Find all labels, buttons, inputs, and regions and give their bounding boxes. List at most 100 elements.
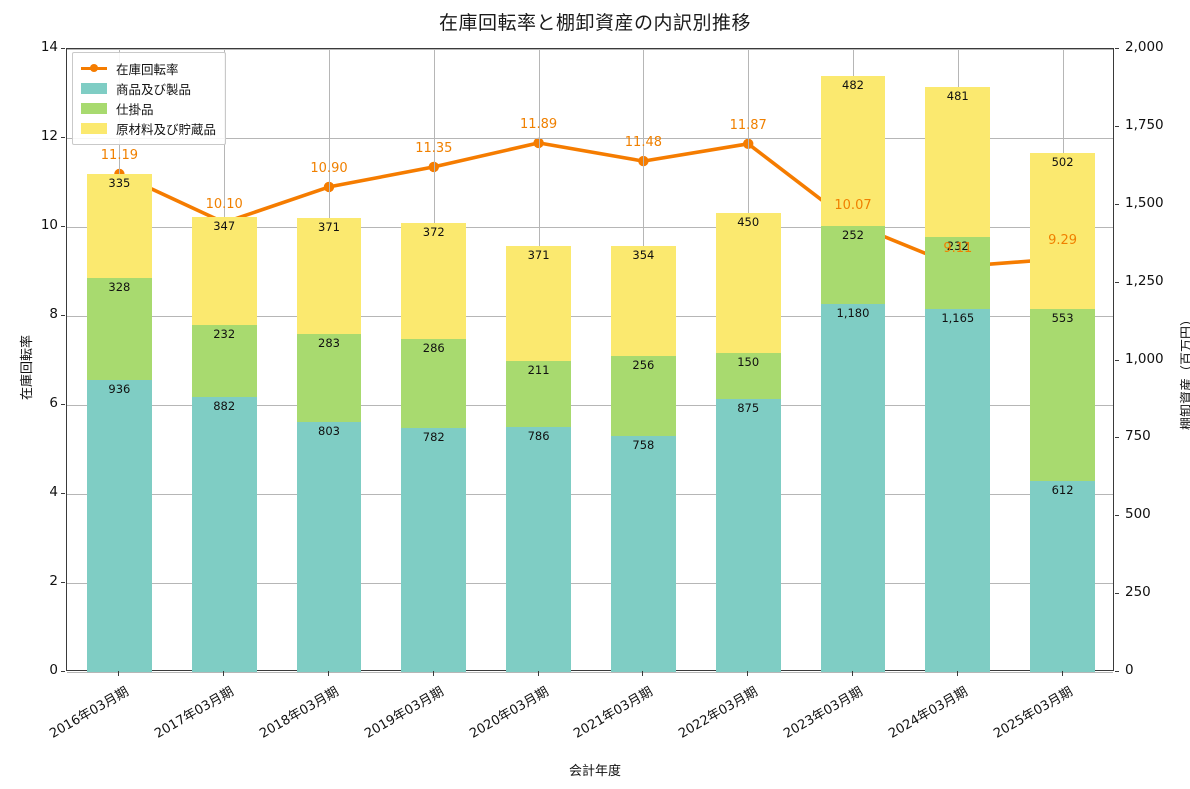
bar-segment[interactable]: 335	[86, 173, 152, 279]
bar-segment[interactable]: 936	[86, 380, 152, 672]
legend-label: 原材料及び貯蔵品	[116, 121, 217, 137]
bar-segment[interactable]: 803	[296, 421, 362, 672]
bar-segment-label: 1,180	[836, 306, 870, 321]
x-axis-tickmark	[747, 671, 749, 676]
bar-segment-label: 150	[737, 354, 760, 369]
bar-segment[interactable]: 371	[296, 218, 362, 334]
y-axis-left-tick-label: 6	[49, 395, 58, 411]
bar-segment-label: 612	[1051, 483, 1074, 498]
bar-segment[interactable]: 286	[401, 339, 467, 429]
legend-item-merchandise[interactable]: 商品及び製品	[81, 78, 216, 98]
bar-segment[interactable]: 256	[610, 356, 676, 436]
y-axis-right-tickmark	[1115, 593, 1119, 595]
bar-segment[interactable]: 232	[191, 324, 257, 398]
x-axis-tick-label: 2019年03月期	[362, 684, 447, 742]
bar-segment[interactable]: 758	[610, 435, 676, 672]
y-axis-right-tick-label: 500	[1125, 506, 1151, 523]
legend-label: 商品及び製品	[116, 81, 192, 97]
bar-segment[interactable]: 481	[925, 87, 991, 237]
bar-segment[interactable]: 502	[1030, 152, 1096, 310]
x-axis-tickmark	[328, 671, 329, 676]
x-axis-tickmark	[642, 671, 644, 676]
y-axis-right-tick-label: 750	[1125, 428, 1151, 445]
y-axis-right-tick-label: 1,250	[1125, 272, 1164, 289]
bar-segment[interactable]: 150	[715, 352, 781, 400]
bar-segment[interactable]: 211	[506, 361, 572, 428]
bar-segment-label: 786	[527, 429, 550, 444]
y-axis-right-tick-label: 1,000	[1125, 350, 1164, 367]
bar-segment[interactable]: 1,165	[925, 309, 991, 672]
line-point-label: 11.48	[624, 135, 662, 151]
x-axis-tickmark	[956, 671, 958, 676]
bar-segment[interactable]: 782	[401, 428, 467, 672]
y-axis-left-tickmark	[61, 671, 65, 672]
y-axis-right-tickmark	[1115, 48, 1119, 49]
bar-segment[interactable]: 612	[1030, 481, 1096, 672]
bar-segment-label: 481	[946, 89, 969, 103]
line-point-label: 11.19	[100, 148, 138, 164]
x-axis-tickmark	[223, 671, 225, 676]
bar-segment-label: 553	[1051, 311, 1074, 326]
bar-segment-label: 252	[842, 227, 864, 242]
bar-segment[interactable]: 371	[506, 245, 572, 362]
x-axis-tick-label: 2021年03月期	[571, 684, 656, 742]
bar-segment[interactable]: 347	[191, 216, 257, 325]
x-axis-tickmark	[118, 671, 120, 676]
line-point-label: 11.89	[519, 116, 558, 132]
x-axis-tickmark	[1061, 671, 1063, 676]
y-axis-right-tick-label: 1,500	[1125, 194, 1164, 211]
y-axis-right-tickmark	[1115, 437, 1119, 439]
gridline-horizontal	[67, 138, 1113, 139]
y-axis-right-tickmark	[1115, 515, 1119, 517]
bar-segment[interactable]: 252	[820, 225, 886, 305]
gridline-horizontal	[67, 227, 1113, 228]
bar-segment[interactable]: 372	[401, 223, 467, 340]
line-point-label: 11.35	[415, 140, 453, 156]
line-marker-icon	[81, 63, 107, 74]
x-axis-tick-label: 2018年03月期	[257, 684, 342, 742]
bar-segment[interactable]: 875	[715, 399, 781, 672]
bar-segment-label: 232	[213, 326, 236, 341]
bar-segment-label: 936	[108, 382, 131, 397]
bar-segment-label: 256	[632, 358, 655, 373]
y-axis-right-tickmark	[1115, 359, 1119, 361]
legend-item-raw-materials[interactable]: 原材料及び貯蔵品	[81, 118, 216, 138]
bar-segment[interactable]: 882	[191, 397, 257, 672]
y-axis-right-tick-label: 1,750	[1125, 116, 1164, 133]
legend[interactable]: 在庫回転率 商品及び製品 仕掛品 原材料及び貯蔵品	[72, 52, 227, 145]
bar-segment-label: 335	[108, 175, 131, 190]
y-axis-left-tickmark	[61, 493, 65, 494]
x-axis-tickmark	[537, 671, 539, 676]
bar-segment[interactable]: 1,180	[820, 304, 886, 672]
legend-label: 在庫回転率	[116, 61, 179, 77]
x-axis-tick-label: 2017年03月期	[152, 684, 237, 742]
color-swatch-icon	[81, 82, 107, 94]
bar-segment[interactable]: 328	[86, 278, 152, 381]
x-axis-tickmark	[432, 671, 434, 676]
y-axis-left-tick-label: 12	[40, 128, 58, 144]
bar-segment[interactable]: 786	[506, 427, 572, 672]
bar-segment-label: 502	[1051, 154, 1074, 169]
bar-segment[interactable]: 283	[296, 333, 362, 422]
y-axis-right-tick-label: 2,000	[1125, 39, 1164, 55]
bar-segment-label: 450	[737, 214, 760, 229]
line-point-label: 9.29	[1048, 232, 1078, 248]
line-point-label: 9.11	[943, 240, 973, 256]
gridline-horizontal	[67, 494, 1113, 495]
bar-segment-label: 1,165	[941, 311, 975, 326]
bar-segment[interactable]: 354	[610, 245, 676, 357]
gridline-horizontal	[67, 405, 1113, 406]
plot-area: 936 328 335 882 232 347 803 283 371 782 286 372 786 2…	[66, 48, 1114, 673]
legend-item-line[interactable]: 在庫回転率	[81, 58, 216, 78]
bar-segment[interactable]: 553	[1030, 309, 1096, 482]
y-axis-left-tickmark	[61, 137, 65, 138]
y-axis-right-tickmark	[1115, 125, 1119, 127]
y-axis-left-tickmark	[61, 404, 65, 405]
bar-segment[interactable]: 450	[715, 212, 781, 353]
y-axis-left-tickmark	[61, 48, 65, 49]
gridline-horizontal	[67, 49, 1113, 50]
bar-segment-label: 875	[737, 401, 760, 416]
legend-item-wip[interactable]: 仕掛品	[81, 98, 216, 118]
y-axis-left-tick-label: 4	[49, 484, 58, 500]
y-axis-left-tickmark	[61, 315, 65, 316]
